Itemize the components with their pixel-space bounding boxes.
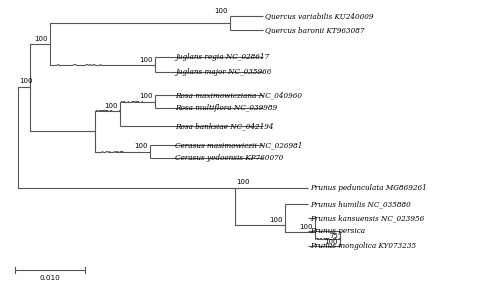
Text: 100: 100: [19, 78, 32, 84]
Text: Juglans regia NC_028617: Juglans regia NC_028617: [175, 53, 269, 61]
Text: Rosa banksiae NC_042194: Rosa banksiae NC_042194: [175, 122, 274, 130]
Text: 100: 100: [140, 93, 153, 99]
Text: Rosa multiflora NC_039989: Rosa multiflora NC_039989: [175, 104, 277, 112]
Text: Quercus baronii KT963087: Quercus baronii KT963087: [265, 26, 364, 34]
Text: Prunus mongolica KY073235: Prunus mongolica KY073235: [310, 242, 416, 250]
Text: Cerasus yedoensis KP760070: Cerasus yedoensis KP760070: [175, 154, 284, 162]
Text: 100: 100: [324, 239, 338, 245]
Text: Rosa maximowicziana NC_040960: Rosa maximowicziana NC_040960: [175, 91, 302, 99]
Text: 100: 100: [134, 143, 148, 149]
Text: 100: 100: [104, 103, 118, 108]
Text: 0.010: 0.010: [40, 275, 60, 281]
Text: Cerasus masimowiczii NC_026981: Cerasus masimowiczii NC_026981: [175, 141, 302, 149]
Text: 100: 100: [214, 8, 228, 14]
Text: 100: 100: [300, 224, 313, 230]
Text: 100: 100: [236, 179, 250, 185]
Text: 100: 100: [270, 217, 283, 223]
Text: Prunus persica: Prunus persica: [310, 227, 365, 235]
Text: 75: 75: [329, 233, 338, 239]
Text: Prunus pedunculata MG869261: Prunus pedunculata MG869261: [310, 184, 427, 192]
Text: Prunus humilis NC_035880: Prunus humilis NC_035880: [310, 200, 411, 208]
Text: 100: 100: [34, 36, 48, 42]
Text: Prunus kansuensis NC_023956: Prunus kansuensis NC_023956: [310, 214, 424, 222]
Text: 100: 100: [140, 57, 153, 62]
Text: Quercus variabilis KU240009: Quercus variabilis KU240009: [265, 12, 374, 20]
Text: Juglans major NC_035966: Juglans major NC_035966: [175, 68, 272, 76]
